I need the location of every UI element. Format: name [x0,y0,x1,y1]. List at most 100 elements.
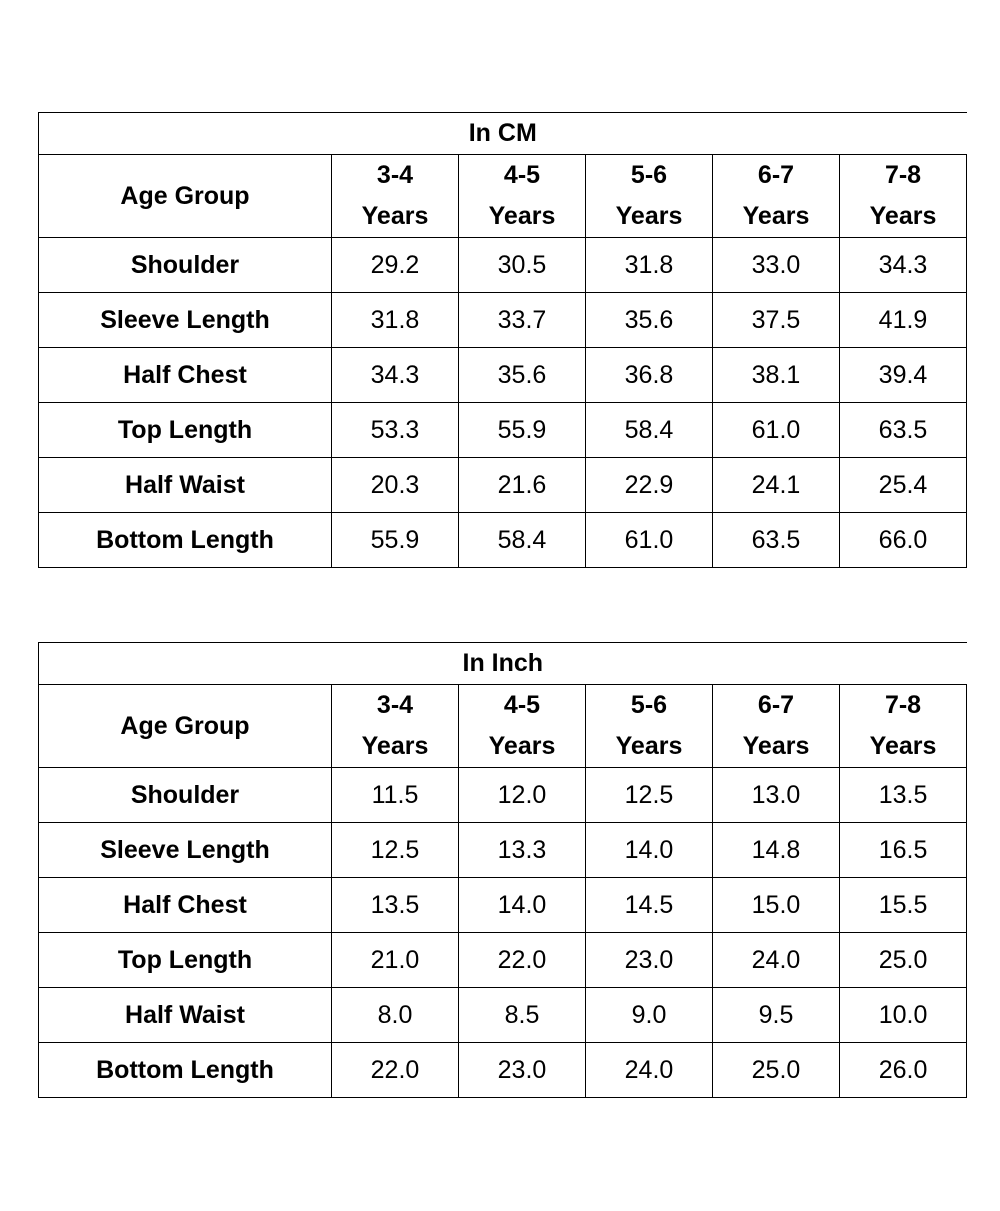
measurement-value: 31.8 [331,292,459,348]
measurement-value: 8.0 [331,987,459,1043]
age-range: 4-5 [503,161,541,189]
table-row: Half Chest 34.3 35.6 36.8 38.1 39.4 [38,347,968,403]
measurement-label: Sleeve Length [38,292,332,348]
age-range: 4-5 [503,691,541,719]
measurement-value: 33.0 [712,237,840,293]
age-range: 3-4 [376,691,414,719]
age-column-header: 4-5 Years [458,684,586,768]
size-chart-cm-table: In CM Age Group 3-4 Years 4-5 Years 5-6 Years 6… [37,112,968,568]
measurement-value: 14.8 [712,822,840,878]
age-unit: Years [615,732,683,760]
measurement-value: 63.5 [838,402,968,458]
age-range: 7-8 [884,161,922,189]
measurement-value: 13.5 [838,767,968,823]
age-range: 5-6 [630,161,668,189]
size-chart-inch-table: In Inch Age Group 3-4 Years 4-5 Years 5-6 Year… [37,642,968,1098]
age-column-header: 6-7 Years [712,154,840,238]
age-column-header: 4-5 Years [458,154,586,238]
age-unit: Years [869,202,937,230]
measurement-value: 53.3 [331,402,459,458]
age-unit: Years [488,202,556,230]
measurement-value: 36.8 [585,347,713,403]
measurement-value: 14.5 [585,877,713,933]
measurement-value: 33.7 [458,292,586,348]
measurement-value: 23.0 [458,1042,586,1098]
age-column-header: 7-8 Years [838,154,968,238]
measurement-value: 29.2 [331,237,459,293]
age-column-header: 3-4 Years [331,684,459,768]
measurement-value: 9.5 [712,987,840,1043]
age-column-header: 5-6 Years [585,154,713,238]
measurement-label: Shoulder [38,237,332,293]
table-row: Sleeve Length 12.5 13.3 14.0 14.8 16.5 [38,822,968,878]
header-row: Age Group 3-4 Years 4-5 Years 5-6 Years 6-7 Year… [38,684,968,768]
measurement-value: 34.3 [331,347,459,403]
table-row: Top Length 21.0 22.0 23.0 24.0 25.0 [38,932,968,988]
measurement-value: 22.0 [458,932,586,988]
measurement-value: 13.5 [331,877,459,933]
measurement-value: 22.0 [331,1042,459,1098]
measurement-value: 58.4 [585,402,713,458]
measurement-value: 30.5 [458,237,586,293]
measurement-value: 35.6 [585,292,713,348]
table-row: Sleeve Length 31.8 33.7 35.6 37.5 41.9 [38,292,968,348]
age-unit: Years [615,202,683,230]
age-range: 3-4 [376,161,414,189]
age-group-header: Age Group [38,684,332,768]
measurement-value: 58.4 [458,512,586,568]
age-unit: Years [361,732,429,760]
age-range: 7-8 [884,691,922,719]
measurement-value: 41.9 [838,292,968,348]
table-row: Bottom Length 55.9 58.4 61.0 63.5 66.0 [38,512,968,568]
measurement-value: 12.5 [331,822,459,878]
age-column-header: 3-4 Years [331,154,459,238]
measurement-value: 22.9 [585,457,713,513]
measurement-value: 24.0 [712,932,840,988]
measurement-value: 16.5 [838,822,968,878]
measurement-value: 25.0 [838,932,968,988]
measurement-value: 23.0 [585,932,713,988]
measurement-value: 61.0 [712,402,840,458]
table-row: Half Waist 20.3 21.6 22.9 24.1 25.4 [38,457,968,513]
measurement-value: 10.0 [838,987,968,1043]
measurement-value: 24.1 [712,457,840,513]
measurement-value: 12.0 [458,767,586,823]
table-title: In Inch [37,642,967,685]
measurement-value: 63.5 [712,512,840,568]
measurement-label: Bottom Length [38,1042,332,1098]
measurement-value: 55.9 [331,512,459,568]
age-unit: Years [869,732,937,760]
table-row: Shoulder 29.2 30.5 31.8 33.0 34.3 [38,237,968,293]
measurement-label: Bottom Length [38,512,332,568]
measurement-value: 21.6 [458,457,586,513]
header-row: Age Group 3-4 Years 4-5 Years 5-6 Years 6-7 Year… [38,154,968,238]
measurement-value: 35.6 [458,347,586,403]
measurement-label: Top Length [38,402,332,458]
age-column-header: 5-6 Years [585,684,713,768]
measurement-value: 34.3 [838,237,968,293]
age-unit: Years [742,732,810,760]
measurement-label: Half Chest [38,877,332,933]
measurement-value: 13.0 [712,767,840,823]
measurement-label: Shoulder [38,767,332,823]
measurement-value: 12.5 [585,767,713,823]
measurement-label: Top Length [38,932,332,988]
table-row: Half Chest 13.5 14.0 14.5 15.0 15.5 [38,877,968,933]
table-row: Bottom Length 22.0 23.0 24.0 25.0 26.0 [38,1042,968,1098]
measurement-label: Sleeve Length [38,822,332,878]
age-unit: Years [742,202,810,230]
age-column-header: 6-7 Years [712,684,840,768]
measurement-value: 31.8 [585,237,713,293]
measurement-value: 25.0 [712,1042,840,1098]
measurement-value: 39.4 [838,347,968,403]
measurement-value: 20.3 [331,457,459,513]
measurement-value: 8.5 [458,987,586,1043]
age-range: 6-7 [757,161,795,189]
age-unit: Years [488,732,556,760]
age-group-header: Age Group [38,154,332,238]
measurement-value: 9.0 [585,987,713,1043]
age-column-header: 7-8 Years [838,684,968,768]
measurement-value: 14.0 [458,877,586,933]
table-row: Half Waist 8.0 8.5 9.0 9.5 10.0 [38,987,968,1043]
measurement-value: 26.0 [838,1042,968,1098]
